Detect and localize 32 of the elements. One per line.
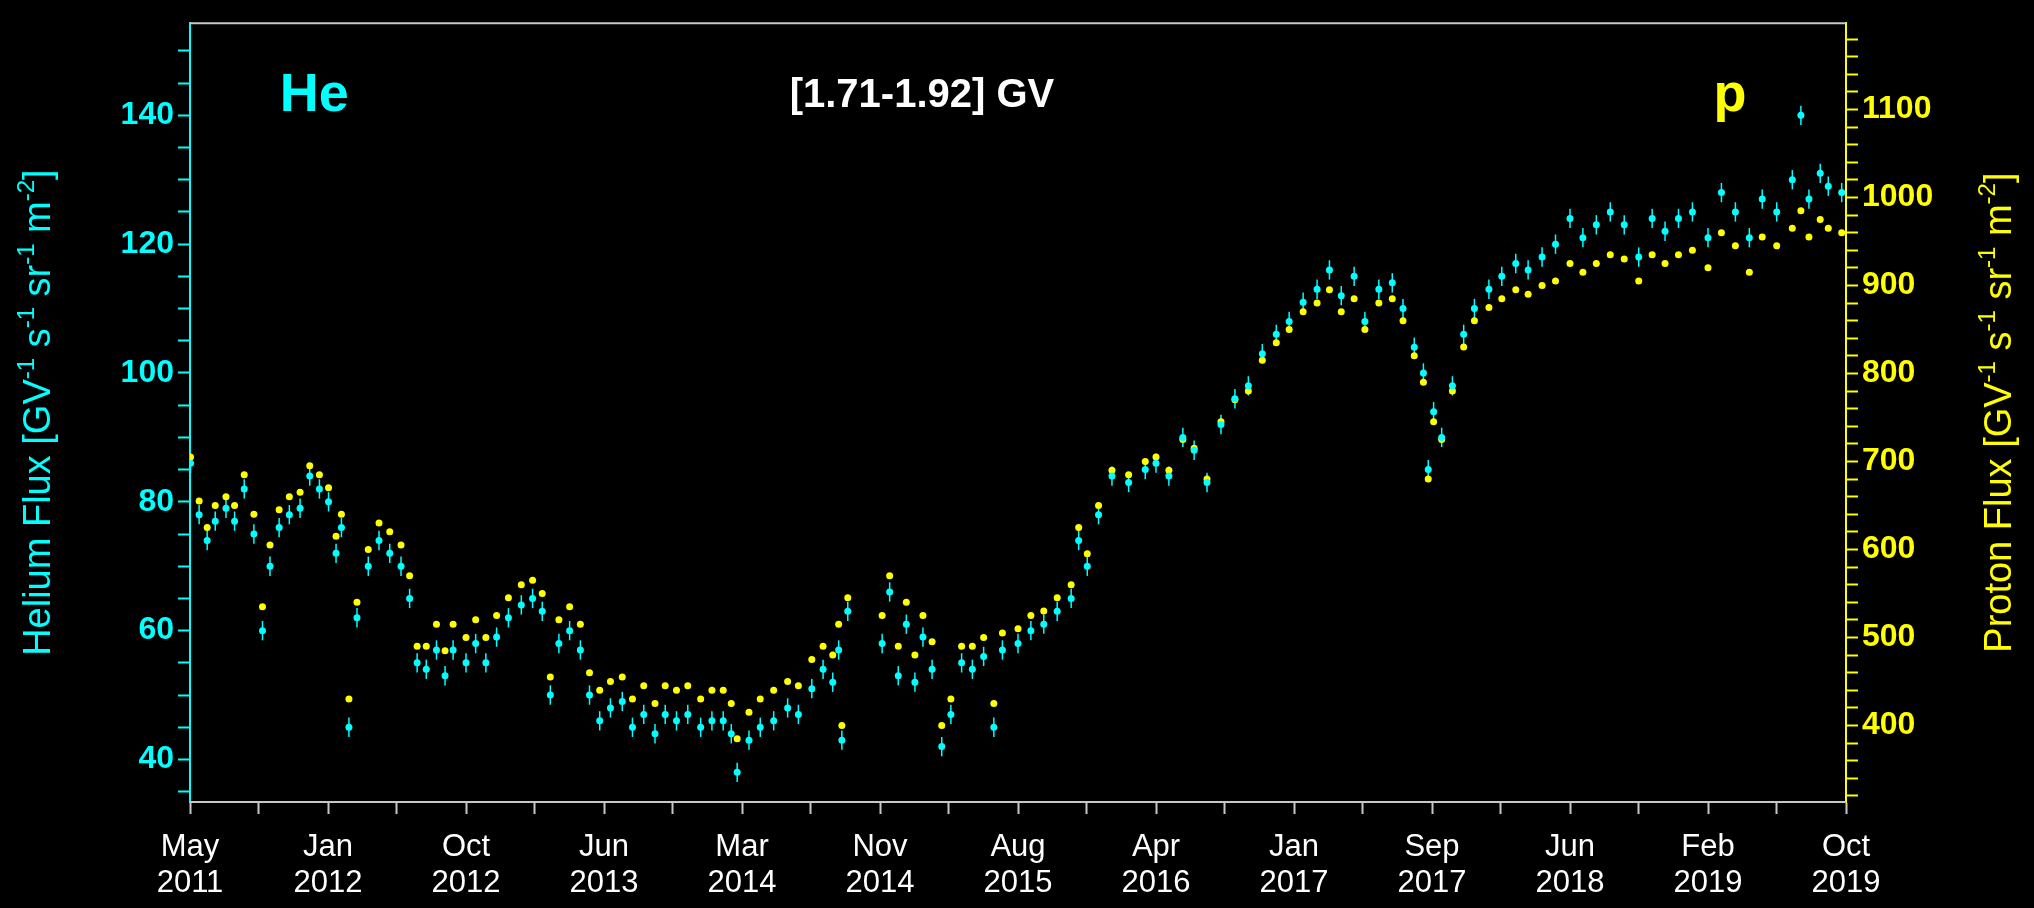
y2-tick-label: 1000 xyxy=(1862,177,1934,214)
y-tick-label: 100 xyxy=(120,352,174,389)
x-tick-label: Mar 2014 xyxy=(707,828,777,900)
x-tick-label: Sep 2017 xyxy=(1397,828,1467,900)
y-tick-label: 120 xyxy=(120,223,174,260)
x-tick-label: Aug 2015 xyxy=(983,828,1053,900)
y2-tick-label: 400 xyxy=(1862,705,1916,742)
text: Proton Flux [GV-1 s-1 sr-1 m-2] xyxy=(1973,172,2019,653)
y2-tick-label: 900 xyxy=(1862,265,1916,302)
x-tick-label: Apr 2016 xyxy=(1121,828,1191,900)
text: [1.71-1.92] GV xyxy=(789,71,1055,116)
x-tick-label: Oct 2012 xyxy=(431,828,501,900)
series-label: p xyxy=(1713,62,1747,123)
text: Helium Flux [GV-1 s-1 sr-1 m-2] xyxy=(12,169,58,656)
y2-tick-label: 500 xyxy=(1862,617,1916,654)
x-tick-label: May 2011 xyxy=(156,828,224,900)
y-tick-label: 40 xyxy=(138,739,174,776)
x-tick-label: Jan 2017 xyxy=(1259,828,1329,900)
y2-tick-label: 800 xyxy=(1862,353,1916,390)
y-tick-label: 140 xyxy=(120,95,174,132)
x-tick-label: Jun 2013 xyxy=(569,828,639,900)
x-tick-label: Feb 2019 xyxy=(1673,828,1743,900)
y2-tick-label: 1100 xyxy=(1862,89,1932,126)
text: He xyxy=(279,62,349,123)
x-tick-label: Oct 2019 xyxy=(1811,828,1881,900)
x-tick-label: Nov 2014 xyxy=(845,828,915,900)
y-tick-label: 80 xyxy=(138,481,174,518)
y2-tick-label: 600 xyxy=(1862,529,1916,566)
y2-tick-label: 700 xyxy=(1862,441,1916,478)
x-tick-label: Jan 2012 xyxy=(293,828,363,900)
x-tick-label: Jun 2018 xyxy=(1535,828,1605,900)
y-tick-label: 60 xyxy=(138,610,174,647)
